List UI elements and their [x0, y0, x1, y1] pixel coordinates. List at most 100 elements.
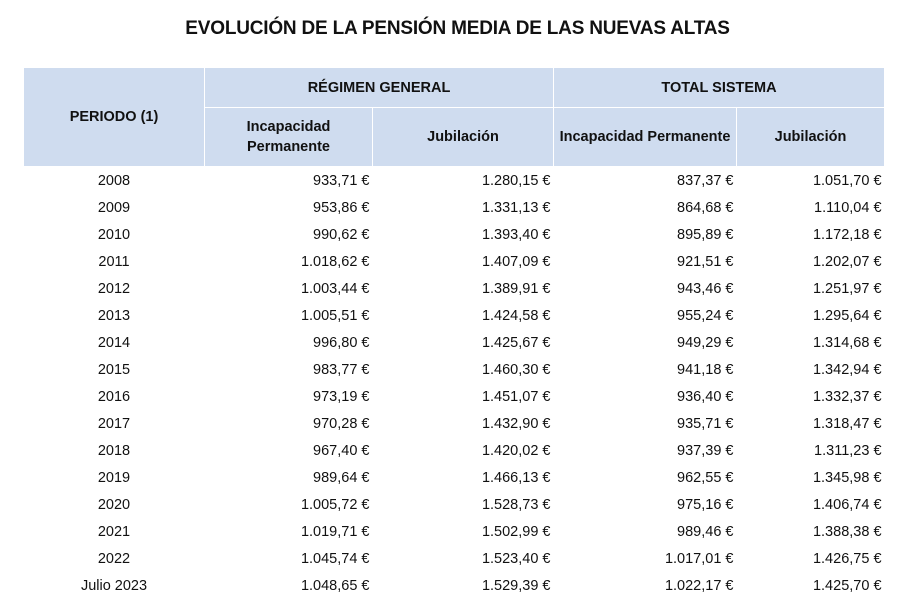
cell-ts-jub: 1.388,38 € — [812, 523, 882, 540]
cell-rg-jub: 1.502,99 € — [481, 523, 551, 540]
cell-rg-jub: 1.389,91 € — [481, 280, 551, 297]
cell-ts-ip: 864,68 € — [677, 199, 734, 216]
cell-rg-ip: 1.048,65 € — [300, 577, 370, 594]
cell-rg-ip: 967,40 € — [313, 442, 370, 459]
cell-rg-jub: 1.393,40 € — [481, 226, 551, 243]
cell-period: 2010 — [97, 226, 131, 243]
cell-rg-jub: 1.523,40 € — [481, 550, 551, 567]
cell-ts-ip: 943,46 € — [677, 280, 734, 297]
cell-rg-ip: 953,86 € — [313, 199, 370, 216]
table-row: 2021 1.019,71 € 1.502,99 € 989,46 € 1.388,38… — [24, 518, 885, 545]
cell-ts-jub: 1.342,94 € — [812, 361, 882, 378]
cell-period: 2015 — [97, 361, 131, 378]
cell-rg-ip: 1.045,74 € — [300, 550, 370, 567]
table-row: 2016 973,19 € 1.451,07 € 936,40 € 1.332,37 € — [24, 383, 885, 410]
table-row: 2010 990,62 € 1.393,40 € 895,89 € 1.172,18 € — [24, 221, 885, 248]
cell-ts-jub: 1.345,98 € — [812, 469, 882, 486]
table-row: 2019 989,64 € 1.466,13 € 962,55 € 1.345,98 € — [24, 464, 885, 491]
cell-ts-ip: 1.017,01 € — [664, 550, 734, 567]
cell-ts-jub: 1.318,47 € — [812, 415, 882, 432]
table-body: 2008 933,71 € 1.280,15 € 837,37 € 1.051,70 €… — [24, 167, 885, 600]
cell-rg-ip: 990,62 € — [313, 226, 370, 243]
cell-period: 2017 — [97, 415, 131, 432]
cell-ts-jub: 1.406,74 € — [812, 496, 882, 513]
cell-rg-ip: 983,77 € — [313, 361, 370, 378]
cell-ts-ip: 975,16 € — [677, 496, 734, 513]
cell-rg-jub: 1.432,90 € — [481, 415, 551, 432]
header-rg-jubilacion: Jubilación — [372, 107, 554, 167]
cell-ts-ip: 955,24 € — [677, 307, 734, 324]
table-row: 2022 1.045,74 € 1.523,40 € 1.017,01 € 1.426,… — [24, 545, 885, 572]
cell-period: 2012 — [97, 280, 131, 297]
cell-period: 2019 — [97, 469, 131, 486]
cell-rg-ip: 989,64 € — [313, 469, 370, 486]
cell-ts-jub: 1.425,70 € — [812, 577, 882, 594]
header-rg-incapacidad: Incapacidad Permanente — [204, 107, 373, 167]
table-row: 2014 996,80 € 1.425,67 € 949,29 € 1.314,68 € — [24, 329, 885, 356]
cell-rg-jub: 1.407,09 € — [481, 253, 551, 270]
cell-rg-jub: 1.460,30 € — [481, 361, 551, 378]
cell-period: 2013 — [97, 307, 131, 324]
cell-ts-jub: 1.426,75 € — [812, 550, 882, 567]
table-row: 2008 933,71 € 1.280,15 € 837,37 € 1.051,70 € — [24, 167, 885, 195]
table-row: 2015 983,77 € 1.460,30 € 941,18 € 1.342,94 € — [24, 356, 885, 383]
cell-ts-ip: 962,55 € — [677, 469, 734, 486]
cell-rg-jub: 1.466,13 € — [481, 469, 551, 486]
header-total-sistema: TOTAL SISTEMA — [552, 67, 886, 108]
cell-period: 2021 — [97, 523, 131, 540]
header-ts-incapacidad: Incapacidad Permanente — [553, 107, 737, 167]
cell-period: 2008 — [97, 172, 131, 189]
cell-ts-jub: 1.251,97 € — [812, 280, 882, 297]
table-row: Julio 2023 1.048,65 € 1.529,39 € 1.022,17 €… — [24, 572, 885, 599]
cell-period: 2011 — [98, 253, 130, 270]
cell-ts-jub: 1.202,07 € — [812, 253, 882, 270]
cell-rg-ip: 970,28 € — [313, 415, 370, 432]
cell-rg-ip: 1.005,51 € — [300, 307, 370, 324]
table-row: 2020 1.005,72 € 1.528,73 € 975,16 € 1.406,74… — [24, 491, 885, 518]
cell-ts-ip: 937,39 € — [677, 442, 734, 459]
pension-table: PERIODO (1) RÉGIMEN GENERAL TOTAL SISTEM… — [23, 67, 886, 600]
cell-rg-jub: 1.425,67 € — [481, 334, 551, 351]
page-title: EVOLUCIÓN DE LA PENSIÓN MEDIA DE LAS NUE… — [185, 18, 730, 39]
cell-ts-jub: 1.332,37 € — [812, 388, 882, 405]
cell-ts-jub: 1.172,18 € — [812, 226, 882, 243]
cell-rg-jub: 1.424,58 € — [481, 307, 551, 324]
cell-ts-jub: 1.311,23 € — [814, 442, 882, 459]
cell-period: 2014 — [97, 334, 131, 351]
cell-ts-ip: 895,89 € — [677, 226, 734, 243]
table-row: 2017 970,28 € 1.432,90 € 935,71 € 1.318,47 € — [24, 410, 885, 437]
cell-rg-ip: 1.018,62 € — [300, 253, 370, 270]
cell-rg-ip: 996,80 € — [313, 334, 370, 351]
cell-rg-jub: 1.280,15 € — [481, 172, 551, 189]
cell-ts-jub: 1.051,70 € — [812, 172, 882, 189]
table-row: 2009 953,86 € 1.331,13 € 864,68 € 1.110,04 € — [24, 194, 885, 221]
table-row: 2018 967,40 € 1.420,02 € 937,39 € 1.311,23 € — [24, 437, 885, 464]
cell-period: 2016 — [97, 388, 131, 405]
table-row: 2011 1.018,62 € 1.407,09 € 921,51 € 1.202,07… — [24, 248, 885, 275]
cell-ts-ip: 989,46 € — [677, 523, 734, 540]
cell-rg-jub: 1.529,39 € — [481, 577, 551, 594]
cell-ts-ip: 837,37 € — [677, 172, 734, 189]
table-row: 2013 1.005,51 € 1.424,58 € 955,24 € 1.295,64… — [24, 302, 885, 329]
cell-rg-jub: 1.451,07 € — [481, 388, 551, 405]
cell-ts-ip: 921,51 € — [677, 253, 734, 270]
table-row: 2012 1.003,44 € 1.389,91 € 943,46 € 1.251,97… — [24, 275, 885, 302]
cell-period: 2022 — [97, 550, 131, 567]
cell-period: 2020 — [97, 496, 131, 513]
cell-rg-ip: 1.005,72 € — [300, 496, 370, 513]
cell-rg-ip: 1.019,71 € — [300, 523, 370, 540]
header-regimen-general: RÉGIMEN GENERAL — [204, 67, 554, 108]
cell-rg-ip: 973,19 € — [313, 388, 370, 405]
cell-period: 2009 — [97, 199, 131, 216]
cell-ts-jub: 1.110,04 € — [814, 199, 882, 216]
cell-period: Julio 2023 — [80, 577, 148, 594]
cell-ts-jub: 1.295,64 € — [812, 307, 882, 324]
header-period: PERIODO (1) — [23, 67, 205, 167]
cell-rg-ip: 1.003,44 € — [300, 280, 370, 297]
cell-period: 2018 — [97, 442, 131, 459]
cell-rg-jub: 1.420,02 € — [481, 442, 551, 459]
cell-rg-ip: 933,71 € — [313, 172, 370, 189]
cell-ts-ip: 941,18 € — [677, 361, 734, 378]
cell-ts-jub: 1.314,68 € — [812, 334, 882, 351]
cell-ts-ip: 936,40 € — [677, 388, 734, 405]
